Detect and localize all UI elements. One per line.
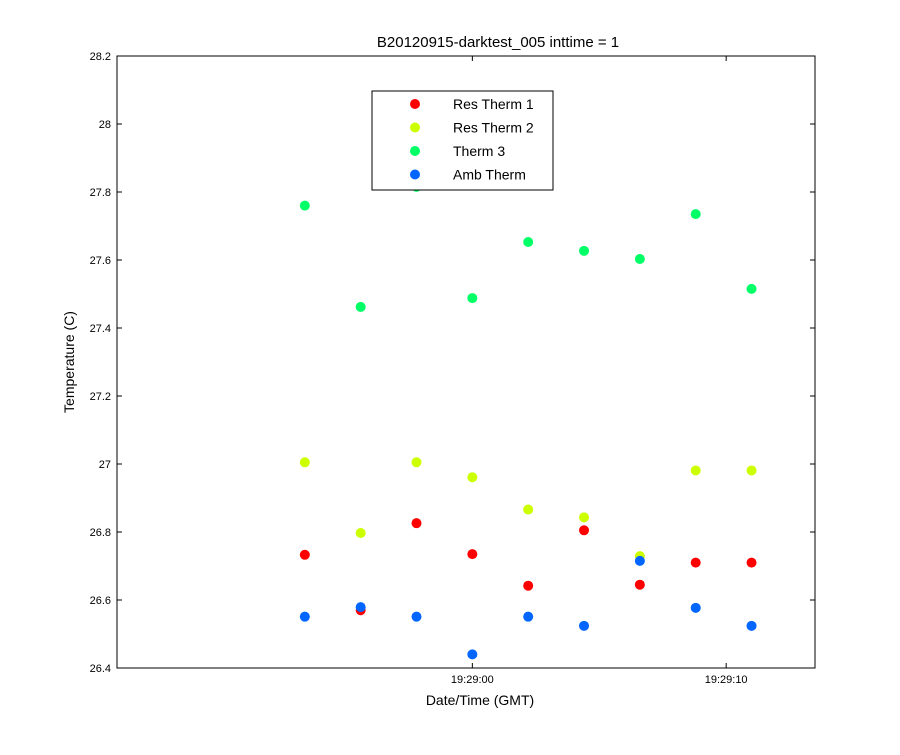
data-point	[634, 555, 645, 566]
legend-marker	[410, 146, 420, 156]
y-tick-label: 26.6	[90, 595, 111, 607]
legend-label: Res Therm 2	[453, 120, 534, 136]
legend-label: Res Therm 1	[453, 96, 534, 112]
x-tick-label: 19:29:10	[705, 674, 748, 686]
data-points	[299, 181, 757, 660]
y-tick-label: 27.6	[90, 255, 111, 267]
y-tick-label: 28	[99, 119, 111, 131]
legend-marker	[410, 169, 420, 180]
y-tick-label: 27.4	[90, 323, 111, 335]
series-group	[299, 555, 757, 660]
legend-box	[371, 90, 554, 191]
data-point	[746, 557, 757, 568]
x-axis-title: Date/Time (GMT)	[426, 692, 534, 708]
data-point	[411, 518, 422, 529]
data-point	[746, 465, 757, 476]
data-point	[299, 200, 310, 211]
y-axis-title: Temperature (C)	[61, 311, 77, 413]
data-point	[690, 602, 701, 613]
y-tick-label: 28.2	[90, 51, 111, 63]
y-tick-label: 26.4	[90, 663, 111, 675]
data-point	[411, 611, 422, 622]
data-point	[411, 457, 422, 468]
data-point	[355, 602, 366, 613]
data-point	[690, 557, 701, 568]
data-point	[579, 620, 590, 631]
data-point	[523, 611, 534, 622]
data-point	[746, 283, 757, 294]
plot-frame	[116, 55, 816, 669]
y-tick-label: 27	[99, 459, 111, 471]
data-point	[634, 253, 645, 264]
legend-label: Therm 3	[453, 143, 505, 159]
data-point	[467, 293, 478, 304]
series-group	[299, 518, 757, 616]
data-point	[467, 549, 478, 560]
data-point	[355, 301, 366, 312]
data-point	[467, 472, 478, 483]
data-point	[634, 579, 645, 590]
data-point	[299, 611, 310, 622]
y-tick-label: 27.2	[90, 391, 111, 403]
data-point	[523, 580, 534, 591]
data-point	[467, 649, 478, 660]
data-point	[523, 236, 534, 247]
data-point	[579, 512, 590, 523]
y-tick-label: 27.8	[90, 187, 111, 199]
legend-marker	[410, 122, 420, 133]
x-tick-label: 19:29:00	[451, 674, 494, 686]
legend: Res Therm 1 Res Therm 2 Therm 3 Amb Therm	[371, 90, 554, 191]
data-point	[690, 209, 701, 220]
legend-label: Amb Therm	[453, 167, 526, 183]
chart-title: B20120915-darktest_005 inttime = 1	[377, 34, 619, 51]
data-point	[579, 525, 590, 536]
data-point	[299, 457, 310, 468]
data-point	[746, 620, 757, 631]
legend-marker	[410, 99, 420, 109]
data-point	[355, 528, 366, 539]
series-group	[299, 181, 757, 312]
y-tick-label: 26.8	[90, 527, 111, 539]
data-point	[299, 549, 310, 560]
data-point	[523, 504, 534, 515]
axes: 26.4 26.6 26.8 27 27.2 27.4 27.6 27.8 28 28.2 19:2…	[90, 51, 816, 686]
series-group	[299, 457, 757, 562]
data-point	[690, 465, 701, 476]
data-point	[579, 245, 590, 256]
